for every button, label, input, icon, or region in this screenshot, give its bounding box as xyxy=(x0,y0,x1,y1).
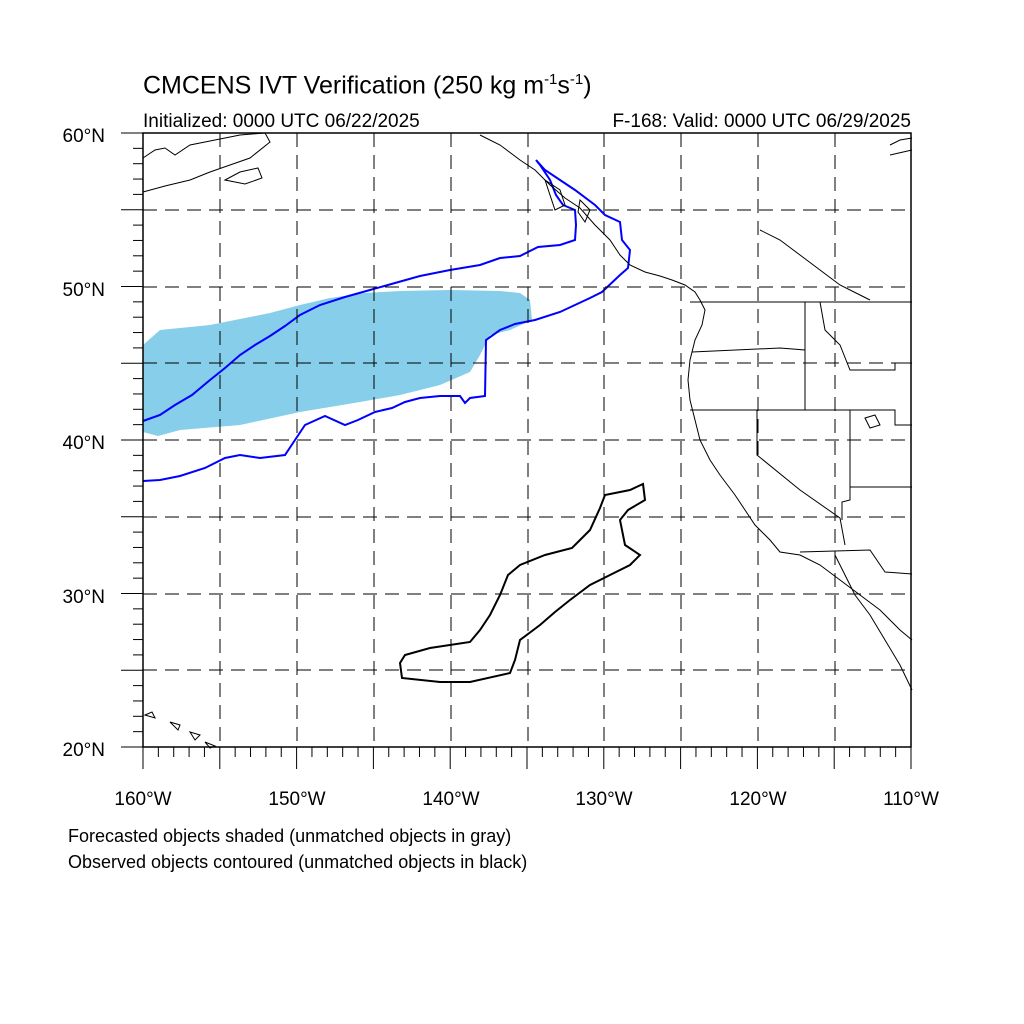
init-time-label: Initialized: 0000 UTC 06/22/2025 xyxy=(143,111,420,132)
lon-label-140w: 140°W xyxy=(422,789,479,810)
observed-unmatched-object-contour xyxy=(398,482,647,683)
valid-time-label: F-168: Valid: 0000 UTC 06/29/2025 xyxy=(612,111,911,132)
caption-forecast: Forecasted objects shaded (unmatched obj… xyxy=(68,826,512,846)
lat-label-30n: 30°N xyxy=(63,587,105,608)
lat-label-20n: 20°N xyxy=(63,740,105,761)
forecast-ivt-object xyxy=(143,290,532,436)
observed-matched-object-contour xyxy=(142,159,632,482)
map-gridlines xyxy=(143,133,911,747)
lon-label-150w: 150°W xyxy=(268,789,325,810)
caption-observed: Observed objects contoured (unmatched ob… xyxy=(68,852,528,872)
lon-label-160w: 160°W xyxy=(114,789,171,810)
lat-label-40n: 40°N xyxy=(63,433,105,454)
lat-label-60n: 60°N xyxy=(63,126,105,147)
lat-label-50n: 50°N xyxy=(63,280,105,301)
plot-title: CMCENS IVT Verification (250 kg m-1s-1) xyxy=(143,71,592,100)
lon-label-130w: 130°W xyxy=(575,789,632,810)
lon-label-120w: 120°W xyxy=(729,789,786,810)
axis-ticks xyxy=(121,132,912,769)
lon-label-110w: 110°W xyxy=(883,789,939,810)
